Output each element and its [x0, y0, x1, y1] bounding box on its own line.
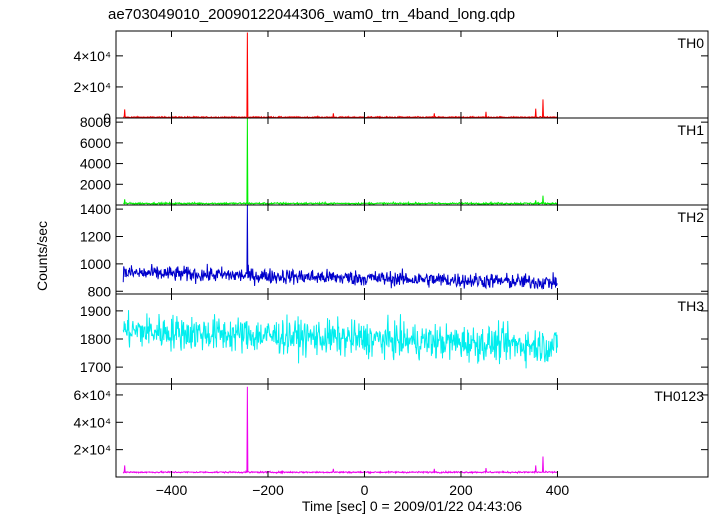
chart-title: ae703049010_20090122044306_wam0_trn_4ban…	[108, 6, 515, 23]
panel-label: TH0	[678, 35, 705, 51]
panel-frame	[116, 118, 708, 205]
y-tick-label: 1700	[80, 359, 111, 375]
panel-label: TH0123	[654, 388, 704, 404]
series-line-th2	[123, 205, 557, 289]
y-tick-label: 1800	[80, 331, 111, 347]
panel-label: TH2	[678, 209, 705, 225]
series-line-th0123	[123, 387, 557, 474]
series-line-th0	[123, 33, 557, 118]
panel-label: TH3	[678, 298, 705, 314]
panel-th2: 800 1000 1200 1400 TH2	[80, 201, 708, 299]
y-axis-label: Counts/sec	[34, 221, 50, 291]
y-tick-label: 6000	[80, 135, 111, 151]
y-tick-label: 6×10⁴	[73, 387, 111, 403]
panel-label: TH1	[678, 122, 705, 138]
x-tick-label: 200	[449, 482, 473, 498]
series-line-th3	[123, 310, 557, 368]
panel-th1: 2000 4000 6000 8000 TH1	[80, 114, 708, 205]
y-tick-label: 1200	[80, 228, 111, 244]
y-tick-label: 8000	[80, 114, 111, 130]
y-tick-label: 4×10⁴	[73, 414, 111, 430]
y-tick-label: 1900	[80, 303, 111, 319]
y-tick-label: 800	[88, 283, 112, 299]
x-tick-label: 400	[546, 482, 570, 498]
y-tick-label: 4×10⁴	[73, 48, 111, 64]
panel-th0123: 2×10⁴ 4×10⁴ 6×10⁴ TH0123	[73, 384, 708, 477]
y-tick-label: 1000	[80, 256, 111, 272]
x-axis-label: Time [sec] 0 = 2009/01/22 04:43:06	[302, 498, 522, 514]
y-tick-label: 2×10⁴	[73, 442, 111, 458]
y-tick-label: 1400	[80, 201, 111, 217]
panel-th3: 1700 1800 1900 TH3	[80, 294, 708, 384]
panel-frame	[116, 31, 708, 118]
y-tick-label: 2000	[80, 176, 111, 192]
series-line-th1	[123, 118, 557, 205]
y-tick-label: 2×10⁴	[73, 79, 111, 95]
x-axis: −400 −200 0 200 400	[156, 482, 570, 498]
x-tick-label: −200	[252, 482, 284, 498]
y-tick-label: 4000	[80, 156, 111, 172]
x-tick-label: −400	[156, 482, 188, 498]
x-tick-label: 0	[361, 482, 369, 498]
panel-frame	[116, 384, 708, 477]
